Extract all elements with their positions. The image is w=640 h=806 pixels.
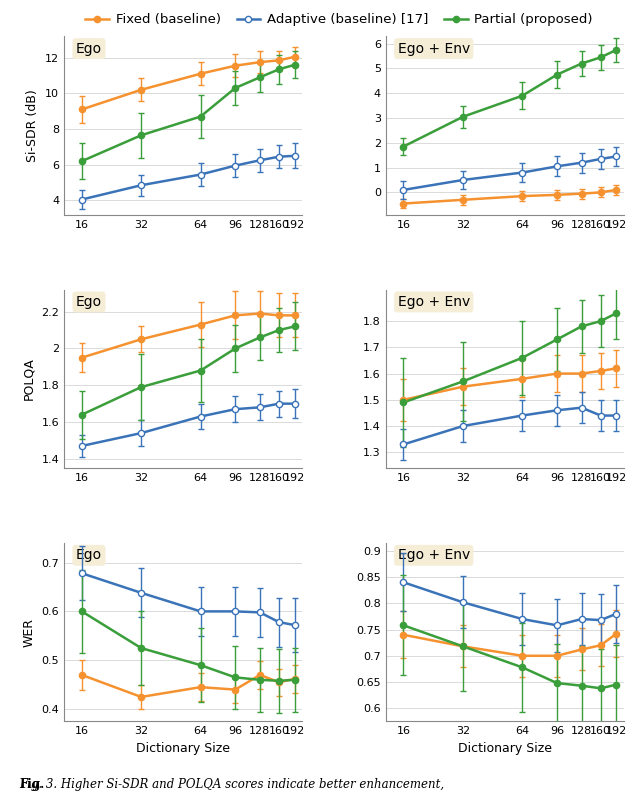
Text: Fig.: Fig.	[19, 779, 44, 791]
Text: Fig. 3. Higher Si-SDR and POLQA scores indicate better enhancement,: Fig. 3. Higher Si-SDR and POLQA scores i…	[19, 779, 444, 791]
Text: Ego + Env: Ego + Env	[397, 295, 470, 309]
X-axis label: Dictionary Size: Dictionary Size	[136, 742, 230, 754]
Y-axis label: WER: WER	[23, 617, 36, 646]
X-axis label: Dictionary Size: Dictionary Size	[458, 742, 552, 754]
Legend: Fixed (baseline), Adaptive (baseline) [17], Partial (proposed): Fixed (baseline), Adaptive (baseline) [1…	[80, 8, 598, 31]
Text: Ego + Env: Ego + Env	[397, 548, 470, 563]
Text: Ego: Ego	[76, 548, 102, 563]
Text: Ego: Ego	[76, 295, 102, 309]
Text: Ego + Env: Ego + Env	[397, 42, 470, 56]
Text: Ego: Ego	[76, 42, 102, 56]
Y-axis label: POLQA: POLQA	[22, 357, 36, 401]
Y-axis label: Si-SDR (dB): Si-SDR (dB)	[26, 89, 40, 162]
